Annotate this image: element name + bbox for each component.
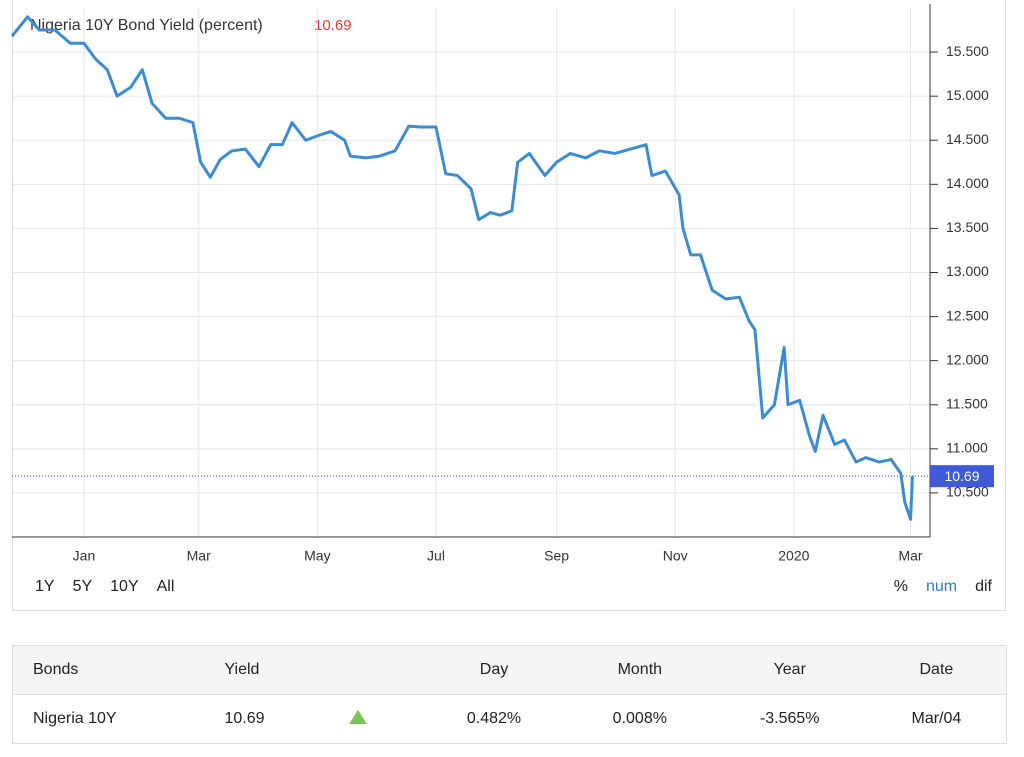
column-header: Day bbox=[421, 645, 567, 695]
cell: Mar/04 bbox=[911, 710, 962, 727]
mode-button[interactable]: num bbox=[925, 578, 958, 595]
y-tick-label: 12.500 bbox=[946, 307, 989, 323]
chart-panel bbox=[12, 0, 1006, 611]
spacer bbox=[328, 645, 422, 695]
x-tick-label: Jan bbox=[73, 548, 96, 564]
title-value: 10.69 bbox=[314, 17, 352, 34]
range-button[interactable]: All bbox=[156, 578, 175, 595]
range-buttons: 1Y 5Y 10Y All bbox=[35, 578, 174, 596]
range-button[interactable]: 1Y bbox=[35, 578, 55, 595]
y-tick-label: 12.000 bbox=[946, 351, 989, 367]
cell: Nigeria 10Y bbox=[33, 710, 117, 727]
range-button[interactable]: 10Y bbox=[110, 578, 139, 595]
up-icon bbox=[328, 695, 421, 744]
cell: -3.565% bbox=[759, 710, 820, 727]
column-header: Year bbox=[712, 645, 867, 695]
up-arrow bbox=[349, 709, 368, 724]
x-tick-label: Nov bbox=[663, 548, 688, 564]
last-value-label: 10.69 bbox=[944, 468, 979, 484]
y-tick-label: 15.000 bbox=[946, 87, 989, 103]
column-header: Month bbox=[566, 645, 713, 695]
y-tick-label: 13.000 bbox=[946, 263, 989, 279]
last-value-flag bbox=[930, 465, 994, 488]
cell: 10.69 bbox=[224, 710, 265, 727]
cell: 0.008% bbox=[612, 710, 667, 727]
chart-title: Nigeria 10Y Bond Yield (percent) bbox=[30, 17, 263, 34]
y-tick-label: 15.500 bbox=[946, 43, 989, 59]
mode-button[interactable]: dif bbox=[975, 578, 992, 595]
y-tick-label: 14.500 bbox=[946, 131, 989, 147]
table-row: Nigeria 10Y 10.69 0.482% 0.008% -3.565% Mar/0… bbox=[13, 695, 1007, 744]
y-tick-label: 14.000 bbox=[946, 175, 989, 191]
x-tick-label: Mar bbox=[898, 548, 922, 564]
mode-buttons: % num dif bbox=[894, 578, 992, 596]
mode-button[interactable]: % bbox=[893, 578, 908, 595]
y-tick-label: 11.000 bbox=[946, 440, 988, 456]
x-tick-label: Jul bbox=[427, 548, 445, 564]
bond-table: Bonds Yield Day Month Year Date Nigeria 10Y 10.… bbox=[12, 645, 1007, 744]
line bbox=[10, 15, 914, 521]
chart: Nigeria 10Y Bond Yield (percent) 10.6910… bbox=[10, 4, 994, 564]
x-tick-label: Sep bbox=[544, 548, 569, 564]
range-button[interactable]: 5Y bbox=[72, 578, 93, 595]
y-tick-label: 13.500 bbox=[946, 219, 989, 235]
cell: 0.482% bbox=[466, 710, 522, 727]
x-tick-label: May bbox=[304, 548, 330, 564]
y-tick-label: 10.500 bbox=[946, 484, 989, 500]
x-tick-label: Mar bbox=[187, 548, 211, 564]
x-tick-label: 2020 bbox=[778, 548, 809, 564]
column-header: Bonds bbox=[12, 645, 205, 695]
y-tick-label: 11.500 bbox=[946, 395, 988, 411]
column-header: Date bbox=[866, 645, 1007, 695]
column-header: Yield bbox=[204, 645, 329, 695]
